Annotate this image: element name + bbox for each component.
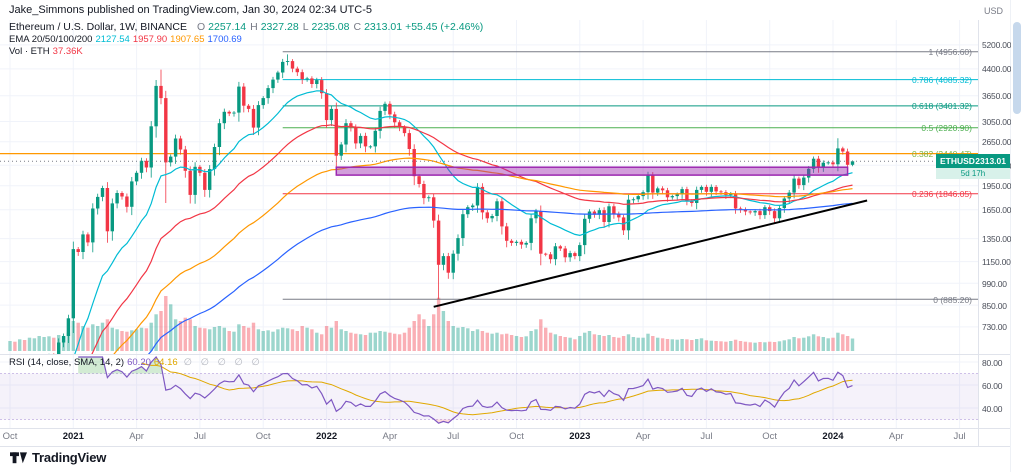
price-axis-label: 4400.00 — [982, 64, 1012, 75]
price-axis-label: 1650.00 — [982, 205, 1012, 216]
high-label: H — [250, 21, 258, 33]
price-tag-price: 2313.01 — [975, 156, 1006, 167]
time-axis-label: 2021 — [62, 431, 84, 442]
time-axis-label: Jul — [953, 431, 966, 442]
time-axis-label: Oct — [2, 431, 18, 442]
symbol-title: Ethereum / U.S. Dollar, 1W, BINANCE — [9, 21, 187, 33]
rsi-axis-label: 40.00 — [982, 403, 1003, 414]
price-axis-label: 730.00 — [982, 322, 1007, 333]
chart-legend: Ethereum / U.S. Dollar, 1W, BINANCE O 2257… — [9, 21, 483, 58]
scrollbar-thumb[interactable] — [1013, 22, 1021, 114]
price-axis-label: 5200.00 — [982, 40, 1012, 51]
price-axis-label: 1950.00 — [982, 181, 1012, 192]
symbol-legend-row[interactable]: Ethereum / U.S. Dollar, 1W, BINANCE O 2257… — [9, 21, 483, 34]
scrollbar — [1011, 0, 1024, 472]
time-axis-label: Apr — [635, 431, 651, 442]
tradingview-logo-icon — [10, 451, 27, 463]
time-axis-label: Oct — [762, 431, 778, 442]
ema-values: 2127.54 1957.90 1907.65 1700.69 — [95, 34, 242, 45]
rsi-label: RSI (14, close, SMA, 14, 2) — [9, 357, 125, 368]
price-axis-label: 850.00 — [982, 300, 1007, 311]
high-value: 2327.28 — [260, 21, 299, 33]
rsi-axis-label: 80.00 — [982, 357, 1003, 368]
price-axis-label: 1350.00 — [982, 234, 1012, 245]
time-axis-label: 2024 — [822, 431, 844, 442]
time-axis-label: Jul — [700, 431, 713, 442]
tradingview-logo[interactable]: TradingView — [10, 450, 106, 465]
time-axis-label: Apr — [129, 431, 144, 442]
rsi-axis-label: 60.00 — [982, 380, 1003, 391]
rsi-values: 60.20 64.16 — [127, 357, 178, 368]
time-axis[interactable]: Oct 2021 Apr Jul Oct 2022 Apr Jul Oct 2023 Apr Jul O… — [0, 431, 978, 446]
low-label: L — [302, 21, 309, 33]
change-value: +55.45 (+2.46%) — [405, 21, 484, 33]
rsi-legend-row[interactable]: RSI (14, close, SMA, 14, 2) 60.20 64.16 ∅ ∅… — [9, 357, 263, 369]
price-axis[interactable]: 5200.004400.003650.003050.002650.002250.… — [979, 0, 1012, 446]
footer: TradingView — [10, 450, 106, 465]
close-value: 2313.01 — [364, 21, 403, 33]
volume-label: Vol · ETH — [9, 46, 50, 57]
price-axis-label: 3050.00 — [982, 117, 1012, 127]
price-axis-label: 1150.00 — [982, 257, 1011, 268]
publish-info: Jake_Simmons published on TradingView.co… — [9, 4, 373, 16]
time-axis-label: 2023 — [569, 431, 591, 442]
ema-label: EMA 20/50/100/200 — [9, 34, 93, 45]
currency-label: USD — [984, 6, 1004, 16]
price-tag-symbol: ETHUSD — [940, 156, 975, 167]
close-label: C — [353, 21, 362, 33]
price-axis-label: 990.00 — [982, 278, 1007, 289]
bar-countdown: 5d 17h — [936, 168, 1010, 180]
open-label: O — [196, 21, 206, 33]
ema-legend-row[interactable]: EMA 20/50/100/200 2127.54 1957.90 1907.65 17… — [9, 34, 483, 46]
time-axis-label: Jul — [193, 431, 206, 442]
time-axis-label: Apr — [888, 431, 904, 442]
time-axis-label: Oct — [509, 431, 524, 442]
time-axis-label: Jul — [447, 431, 460, 442]
open-value: 2257.14 — [208, 21, 247, 33]
volume-value: 37.36K — [52, 46, 83, 57]
price-axis-label: 2650.00 — [982, 137, 1012, 148]
time-axis-label: 2022 — [316, 431, 338, 442]
price-tag: ETHUSD 2313.01 5d 17h — [936, 154, 1010, 180]
publish-header: Jake_Simmons published on TradingView.co… — [9, 4, 372, 16]
price-axis-label: 3650.00 — [982, 91, 1012, 102]
time-axis-label: Apr — [382, 431, 398, 442]
time-axis-label: Oct — [255, 431, 271, 442]
tradingview-logo-text: TradingView — [32, 450, 107, 465]
low-value: 2235.08 — [311, 21, 350, 33]
volume-legend-row[interactable]: Vol · ETH 37.36K — [9, 46, 483, 58]
rsi-empty-values: ∅ ∅ ∅ ∅ ∅ — [183, 357, 263, 368]
